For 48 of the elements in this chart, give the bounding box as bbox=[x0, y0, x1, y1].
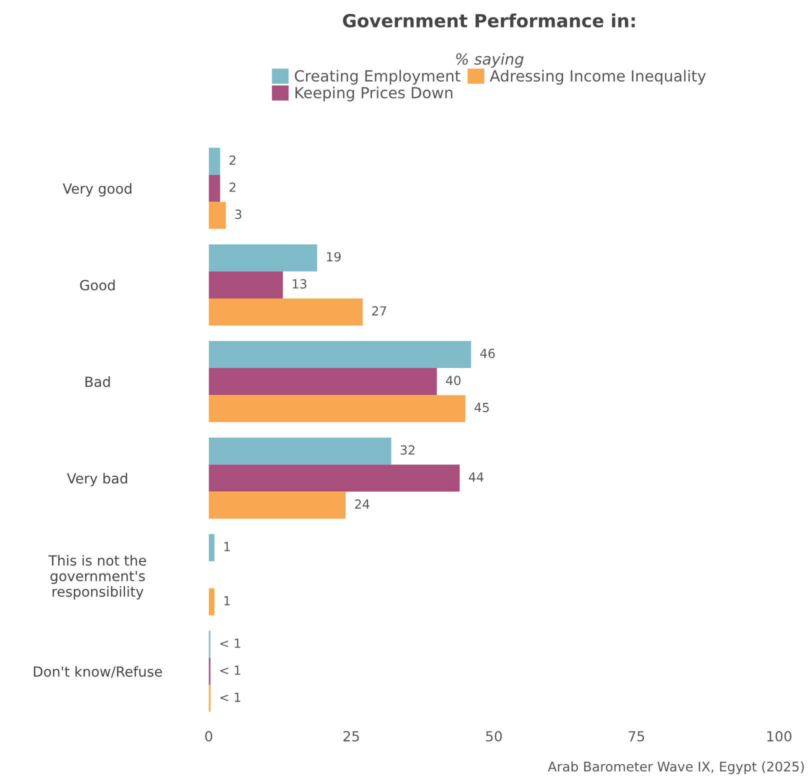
y-tick-label: Bad bbox=[86, 376, 110, 388]
y-tick-label: Very bad bbox=[66, 472, 128, 486]
bar bbox=[208, 395, 466, 422]
data-label: 2 bbox=[230, 182, 236, 192]
y-tick-label: Don't know/Refuse bbox=[34, 666, 162, 678]
legend-label: Creating Employment bbox=[294, 70, 460, 85]
data-label: 45 bbox=[474, 402, 489, 412]
bar bbox=[208, 492, 346, 519]
legend-label: Adressing Income Inequality bbox=[490, 70, 706, 85]
x-tick-label: 100 bbox=[767, 731, 792, 742]
data-label: < 1 bbox=[220, 666, 240, 675]
bar bbox=[208, 368, 437, 396]
data-label: 1 bbox=[224, 542, 230, 552]
data-label: 40 bbox=[446, 376, 460, 386]
data-label: 13 bbox=[292, 279, 306, 289]
data-label: 3 bbox=[235, 210, 242, 220]
bar bbox=[208, 534, 214, 562]
chart-subtitle: % saying bbox=[456, 52, 524, 68]
data-label: 32 bbox=[400, 445, 414, 455]
x-tick-label: 75 bbox=[628, 731, 644, 742]
x-tick-label: 50 bbox=[486, 731, 502, 742]
data-label: < 1 bbox=[220, 638, 240, 648]
bar bbox=[208, 148, 220, 175]
text: Arab Barometer Wave IX, Egypt (2025) bbox=[548, 761, 804, 774]
data-label: 44 bbox=[468, 472, 484, 482]
bar bbox=[208, 588, 214, 616]
y-tick-label: This is not the government's responsibility bbox=[48, 554, 146, 600]
bar bbox=[208, 298, 363, 326]
x-tick-label: 0 bbox=[205, 731, 212, 742]
y-tick-label: Very good bbox=[62, 183, 132, 197]
chart-title: Government Performance in: bbox=[342, 14, 635, 28]
bar bbox=[208, 174, 220, 202]
data-label: 46 bbox=[480, 348, 495, 358]
data-label: 24 bbox=[355, 499, 370, 509]
bar bbox=[208, 271, 283, 298]
bar bbox=[208, 464, 460, 492]
legend-label: Keeping Prices Down bbox=[296, 86, 452, 102]
bar bbox=[208, 202, 226, 229]
data-label: 2 bbox=[230, 155, 236, 165]
data-label: < 1 bbox=[220, 692, 240, 702]
bar bbox=[208, 244, 318, 272]
x-tick-label: 25 bbox=[343, 731, 359, 742]
data-label: 1 bbox=[224, 596, 230, 606]
data-label: 19 bbox=[327, 252, 341, 262]
y-tick-label: Good bbox=[80, 280, 115, 290]
bar bbox=[208, 340, 472, 368]
data-label: 27 bbox=[372, 306, 386, 316]
bar bbox=[208, 438, 392, 465]
